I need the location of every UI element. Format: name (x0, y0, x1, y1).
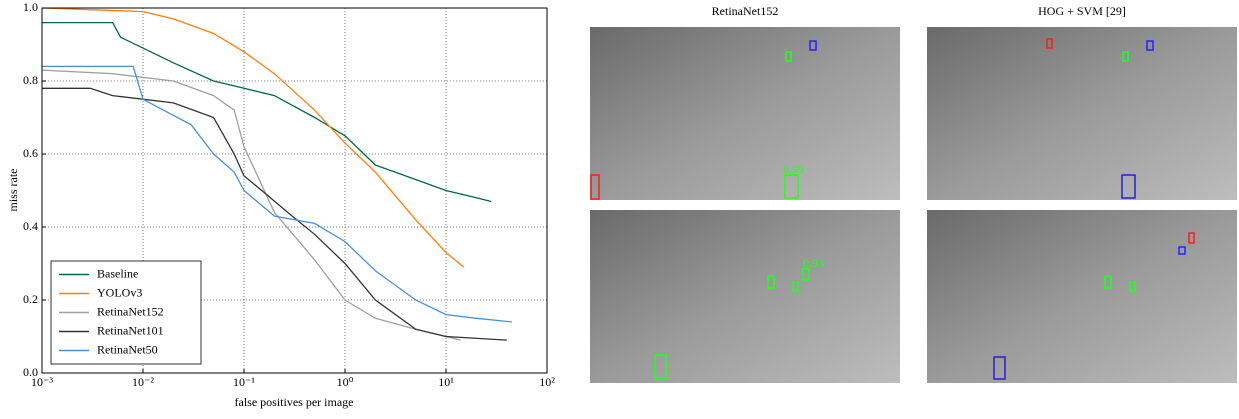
image (927, 27, 1237, 200)
y-tick-label: 0.8 (23, 73, 38, 87)
y-axis-label: miss rate (6, 169, 20, 212)
legend-label: YOLOv3 (97, 285, 142, 299)
panel-title: RetinaNet152 (712, 4, 779, 18)
x-tick-label: 10⁰ (337, 375, 354, 389)
y-tick-label: 0.2 (23, 292, 38, 306)
series-line (42, 65, 513, 323)
detection-box (1146, 40, 1154, 51)
image-panels: 0.99 0.93 (590, 27, 1237, 383)
detection-box (590, 174, 600, 200)
panel-title: HOG + SVM [29] (1038, 4, 1126, 18)
image (927, 210, 1237, 383)
detection-box (1046, 38, 1053, 49)
detection-box (809, 40, 817, 51)
y-tick-label: 0.6 (23, 146, 38, 160)
detection-box (993, 356, 1006, 380)
detection-box (654, 354, 667, 380)
detection-box (802, 268, 810, 281)
detection-box (1129, 281, 1136, 292)
detection-box (785, 51, 792, 62)
detection-box (784, 174, 799, 199)
x-tick-label: 10⁻³ (31, 375, 53, 389)
plot-frame (41, 7, 548, 374)
legend-label: RetinaNet152 (97, 304, 164, 318)
detection-box (1122, 51, 1129, 62)
x-axis-label: false positives per image (235, 395, 354, 409)
legend-label: RetinaNet101 (97, 323, 164, 337)
y-tick-label: 0.0 (23, 365, 38, 379)
detection-box (792, 281, 799, 292)
x-tick-label: 10¹ (438, 375, 454, 389)
detection-box (1121, 174, 1136, 199)
image (590, 27, 900, 200)
legend-label: RetinaNet50 (97, 342, 158, 356)
detection-box (1188, 232, 1195, 244)
series-line (42, 87, 507, 341)
box-label: 0.93 (803, 256, 824, 270)
x-tick-label: 10² (539, 375, 555, 389)
box-label: 0.99 (783, 162, 804, 176)
legend-label: Baseline (97, 266, 138, 280)
detection-box (1104, 275, 1112, 289)
detection-box (767, 275, 775, 289)
x-tick-label: 10⁻¹ (233, 375, 255, 389)
series-line (41, 69, 461, 341)
series-line (41, 7, 465, 268)
series-line (42, 21, 492, 203)
detection-box (1178, 246, 1186, 255)
image (590, 210, 900, 383)
y-tick-label: 0.4 (23, 219, 38, 233)
x-tick-label: 10⁻² (132, 375, 154, 389)
y-tick-label: 1.0 (23, 0, 38, 14)
